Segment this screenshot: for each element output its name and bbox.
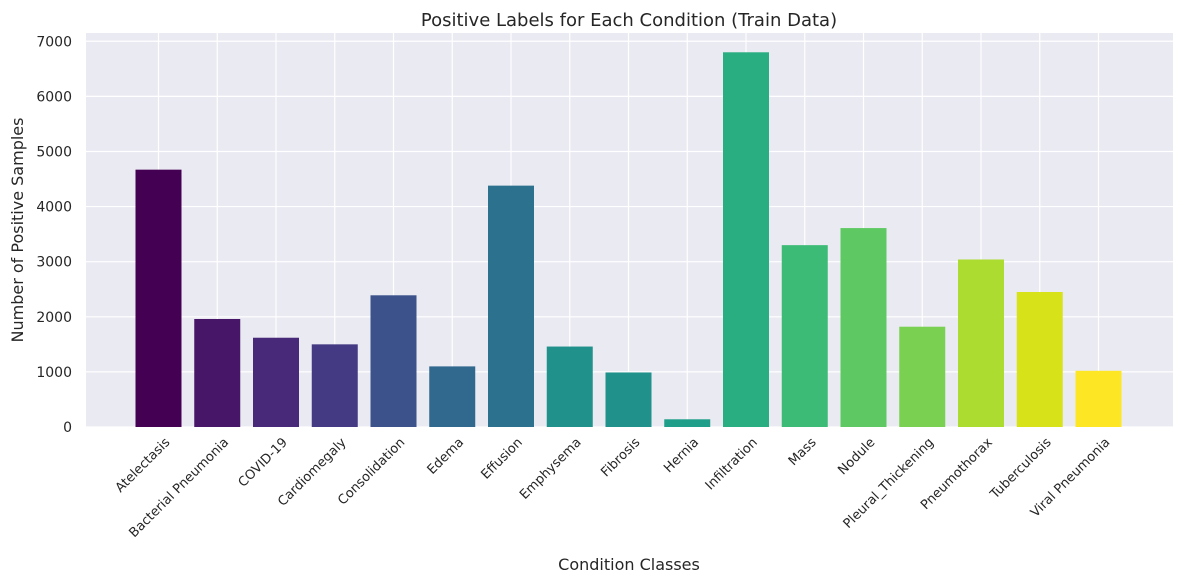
- bar-covid-19: [253, 337, 299, 427]
- plot-area: [86, 33, 1173, 427]
- bar-infiltration: [723, 52, 769, 427]
- bar-tuberculosis: [1016, 291, 1063, 427]
- x-axis-label: Condition Classes: [558, 555, 700, 574]
- bar-emphysema: [546, 346, 593, 427]
- y-tick-label: 7000: [36, 34, 72, 50]
- x-tick-label: Hernia: [661, 435, 702, 476]
- bar-cardiomegaly: [311, 344, 358, 427]
- y-tick-label: 3000: [36, 255, 72, 271]
- bar-pneumothorax: [958, 259, 1004, 427]
- y-tick-label: 6000: [36, 89, 72, 105]
- y-tick-label: 4000: [36, 200, 72, 216]
- y-tick-label: 2000: [36, 310, 72, 326]
- bar-edema: [429, 366, 476, 427]
- x-tick-label: Atelectasis: [113, 435, 174, 496]
- bar-atelectasis: [135, 169, 182, 427]
- bar-fibrosis: [605, 372, 652, 427]
- x-tick-label: Bacterial Pneumonia: [126, 435, 232, 541]
- y-tick-label: 5000: [36, 144, 72, 160]
- y-tick-label: 0: [63, 420, 72, 436]
- bar-nodule: [840, 228, 887, 427]
- x-tick-label: Emphysema: [517, 435, 585, 503]
- x-tick-label: Effusion: [478, 435, 525, 482]
- chart-title: Positive Labels for Each Condition (Trai…: [421, 10, 837, 31]
- bar-pleural-thickening: [899, 326, 946, 427]
- x-tick-label: Infiltration: [703, 435, 761, 493]
- bar-viral-pneumonia: [1075, 370, 1122, 427]
- x-tick-label: Nodule: [835, 435, 878, 478]
- x-tick-label: Fibrosis: [598, 435, 643, 480]
- x-tick-label: COVID-19: [236, 435, 291, 490]
- x-tick-label: Edema: [425, 435, 467, 477]
- bar-consolidation: [370, 295, 417, 427]
- bars: [135, 52, 1122, 427]
- bar-effusion: [488, 185, 534, 427]
- bar-mass: [781, 245, 828, 427]
- y-axis-ticks: 0 1000 2000 3000 4000 5000 6000 7000: [36, 34, 72, 436]
- bar-hernia: [664, 419, 711, 427]
- y-tick-label: 1000: [36, 365, 72, 381]
- x-tick-label: Mass: [786, 435, 820, 469]
- y-axis-label: Number of Positive Samples: [8, 118, 27, 343]
- bar-bacterial-pneumonia: [194, 318, 241, 427]
